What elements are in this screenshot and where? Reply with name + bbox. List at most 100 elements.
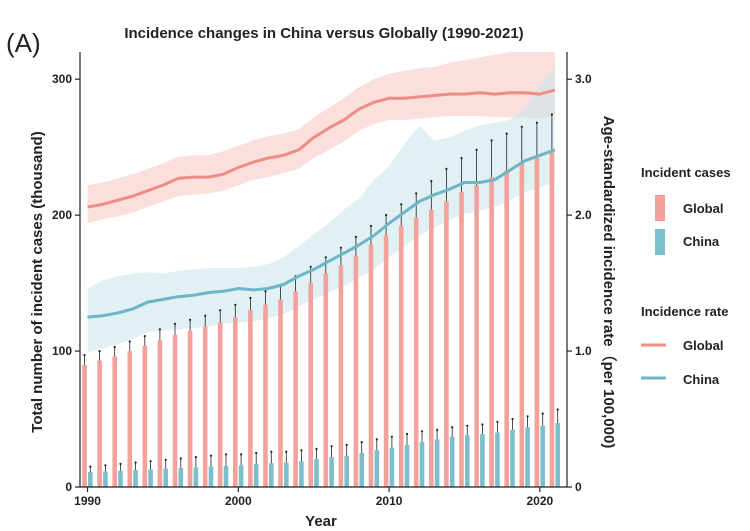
bar-global-2018 xyxy=(504,170,509,488)
bar-china-2016 xyxy=(480,434,485,487)
bar-china-2008 xyxy=(359,453,364,487)
legend-swatch-global-bar xyxy=(655,195,665,221)
bar-china-1991 xyxy=(103,471,108,487)
error-cap-china-1992 xyxy=(119,462,122,465)
error-cap-global-1999 xyxy=(219,309,222,312)
error-cap-china-2007 xyxy=(345,443,348,446)
y-right-tick-label-1: 1.0 xyxy=(575,344,592,358)
bar-china-2019 xyxy=(525,427,530,487)
line-series xyxy=(87,88,556,319)
bar-global-2002 xyxy=(263,304,268,487)
y-left-tick-label-0: 0 xyxy=(65,480,72,494)
y-left-tick-label-300: 300 xyxy=(52,72,72,86)
bar-global-2005 xyxy=(308,283,313,487)
bar-china-2007 xyxy=(344,455,349,487)
confidence-bands xyxy=(87,52,555,353)
error-cap-global-2006 xyxy=(324,256,327,259)
y-axis-left-label: Total number of incident cases (thousand… xyxy=(29,131,46,432)
bar-china-2011 xyxy=(404,444,410,487)
error-cap-china-2019 xyxy=(526,415,529,418)
error-cap-china-2020 xyxy=(541,412,544,415)
legend-title-incidence-rate: Incidence rate xyxy=(641,304,728,319)
error-cap-china-2017 xyxy=(496,420,499,423)
bar-global-2014 xyxy=(444,201,449,487)
error-cap-china-1999 xyxy=(224,453,228,456)
error-bars xyxy=(83,113,559,472)
error-cap-china-2009 xyxy=(375,438,378,441)
bar-series xyxy=(82,152,560,488)
bar-global-2009 xyxy=(368,245,374,487)
error-cap-china-2014 xyxy=(451,426,454,429)
bar-china-1995 xyxy=(163,468,168,487)
bar-global-2011 xyxy=(398,226,404,487)
bar-global-1999 xyxy=(217,322,223,487)
legend: Incident cases Global China Incidence ra… xyxy=(641,165,731,387)
error-cap-global-1996 xyxy=(173,322,177,325)
error-cap-china-2006 xyxy=(330,445,333,448)
bar-global-2003 xyxy=(278,299,283,487)
bar-china-2002 xyxy=(269,463,274,487)
error-cap-global-1997 xyxy=(189,318,192,321)
error-cap-global-1995 xyxy=(158,328,161,331)
error-cap-global-2014 xyxy=(445,167,448,170)
error-cap-global-2016 xyxy=(475,148,478,151)
chart-title: Incidence changes in China versus Global… xyxy=(124,25,523,42)
error-cap-global-1998 xyxy=(204,314,207,317)
error-cap-china-2008 xyxy=(360,441,363,444)
error-cap-global-2011 xyxy=(400,203,403,206)
bar-global-2019 xyxy=(519,163,525,487)
axes: 1990 2000 2010 2020 0 100 200 300 0 1.0 2.0 3.0 xyxy=(52,52,592,508)
bar-global-1990 xyxy=(82,364,87,487)
legend-item-global-line: Global xyxy=(683,338,723,353)
error-cap-china-1998 xyxy=(209,454,213,457)
error-cap-global-2008 xyxy=(354,235,357,238)
error-cap-global-2019 xyxy=(520,125,523,128)
y-right-tick-label-0: 0 xyxy=(575,480,582,494)
band-china xyxy=(87,68,555,353)
error-cap-global-2010 xyxy=(385,214,388,217)
x-tick-label-2020: 2020 xyxy=(527,494,554,508)
error-cap-china-1994 xyxy=(149,460,152,463)
bar-china-2004 xyxy=(299,461,304,487)
bar-global-2012 xyxy=(413,217,419,488)
legend-title-incident-cases: Incident cases xyxy=(641,165,731,180)
legend-item-china-bar: China xyxy=(683,234,720,249)
bar-global-2000 xyxy=(233,317,238,487)
bar-china-1994 xyxy=(148,469,153,487)
bar-china-1996 xyxy=(178,468,184,487)
x-tick-label-1990: 1990 xyxy=(74,494,101,508)
y-axis-right-label: Age-standardized incidence rate（per 100,… xyxy=(600,116,618,449)
bar-china-2012 xyxy=(419,442,425,487)
bar-china-2020 xyxy=(540,425,545,487)
error-cap-china-2004 xyxy=(300,449,303,452)
bar-china-1998 xyxy=(208,466,214,487)
error-cap-global-1991 xyxy=(98,350,101,353)
error-cap-global-2018 xyxy=(505,132,508,135)
error-cap-global-2009 xyxy=(369,224,373,228)
error-cap-china-2005 xyxy=(315,447,318,450)
error-cap-china-2011 xyxy=(405,432,409,436)
bar-global-2017 xyxy=(489,177,494,487)
legend-swatch-china-bar xyxy=(655,229,665,255)
bar-global-2016 xyxy=(474,185,479,487)
error-cap-china-1995 xyxy=(164,458,167,461)
bar-global-1997 xyxy=(187,330,193,487)
bar-china-2009 xyxy=(374,450,380,487)
error-cap-global-2017 xyxy=(490,139,493,142)
bar-global-2007 xyxy=(338,265,344,487)
bar-global-1994 xyxy=(142,345,148,487)
bar-global-1995 xyxy=(157,340,163,487)
error-cap-global-1992 xyxy=(113,345,116,349)
error-cap-global-2013 xyxy=(430,180,433,183)
bar-global-2021 xyxy=(549,152,555,487)
bar-global-1992 xyxy=(112,356,117,487)
bar-global-2004 xyxy=(293,291,298,488)
error-cap-global-1994 xyxy=(143,335,146,338)
bar-china-2014 xyxy=(449,436,455,487)
bar-china-2013 xyxy=(434,439,440,487)
error-cap-china-2013 xyxy=(436,428,439,431)
error-cap-global-1993 xyxy=(128,340,131,343)
error-cap-global-2020 xyxy=(535,121,539,124)
error-cap-china-2021 xyxy=(556,408,559,411)
